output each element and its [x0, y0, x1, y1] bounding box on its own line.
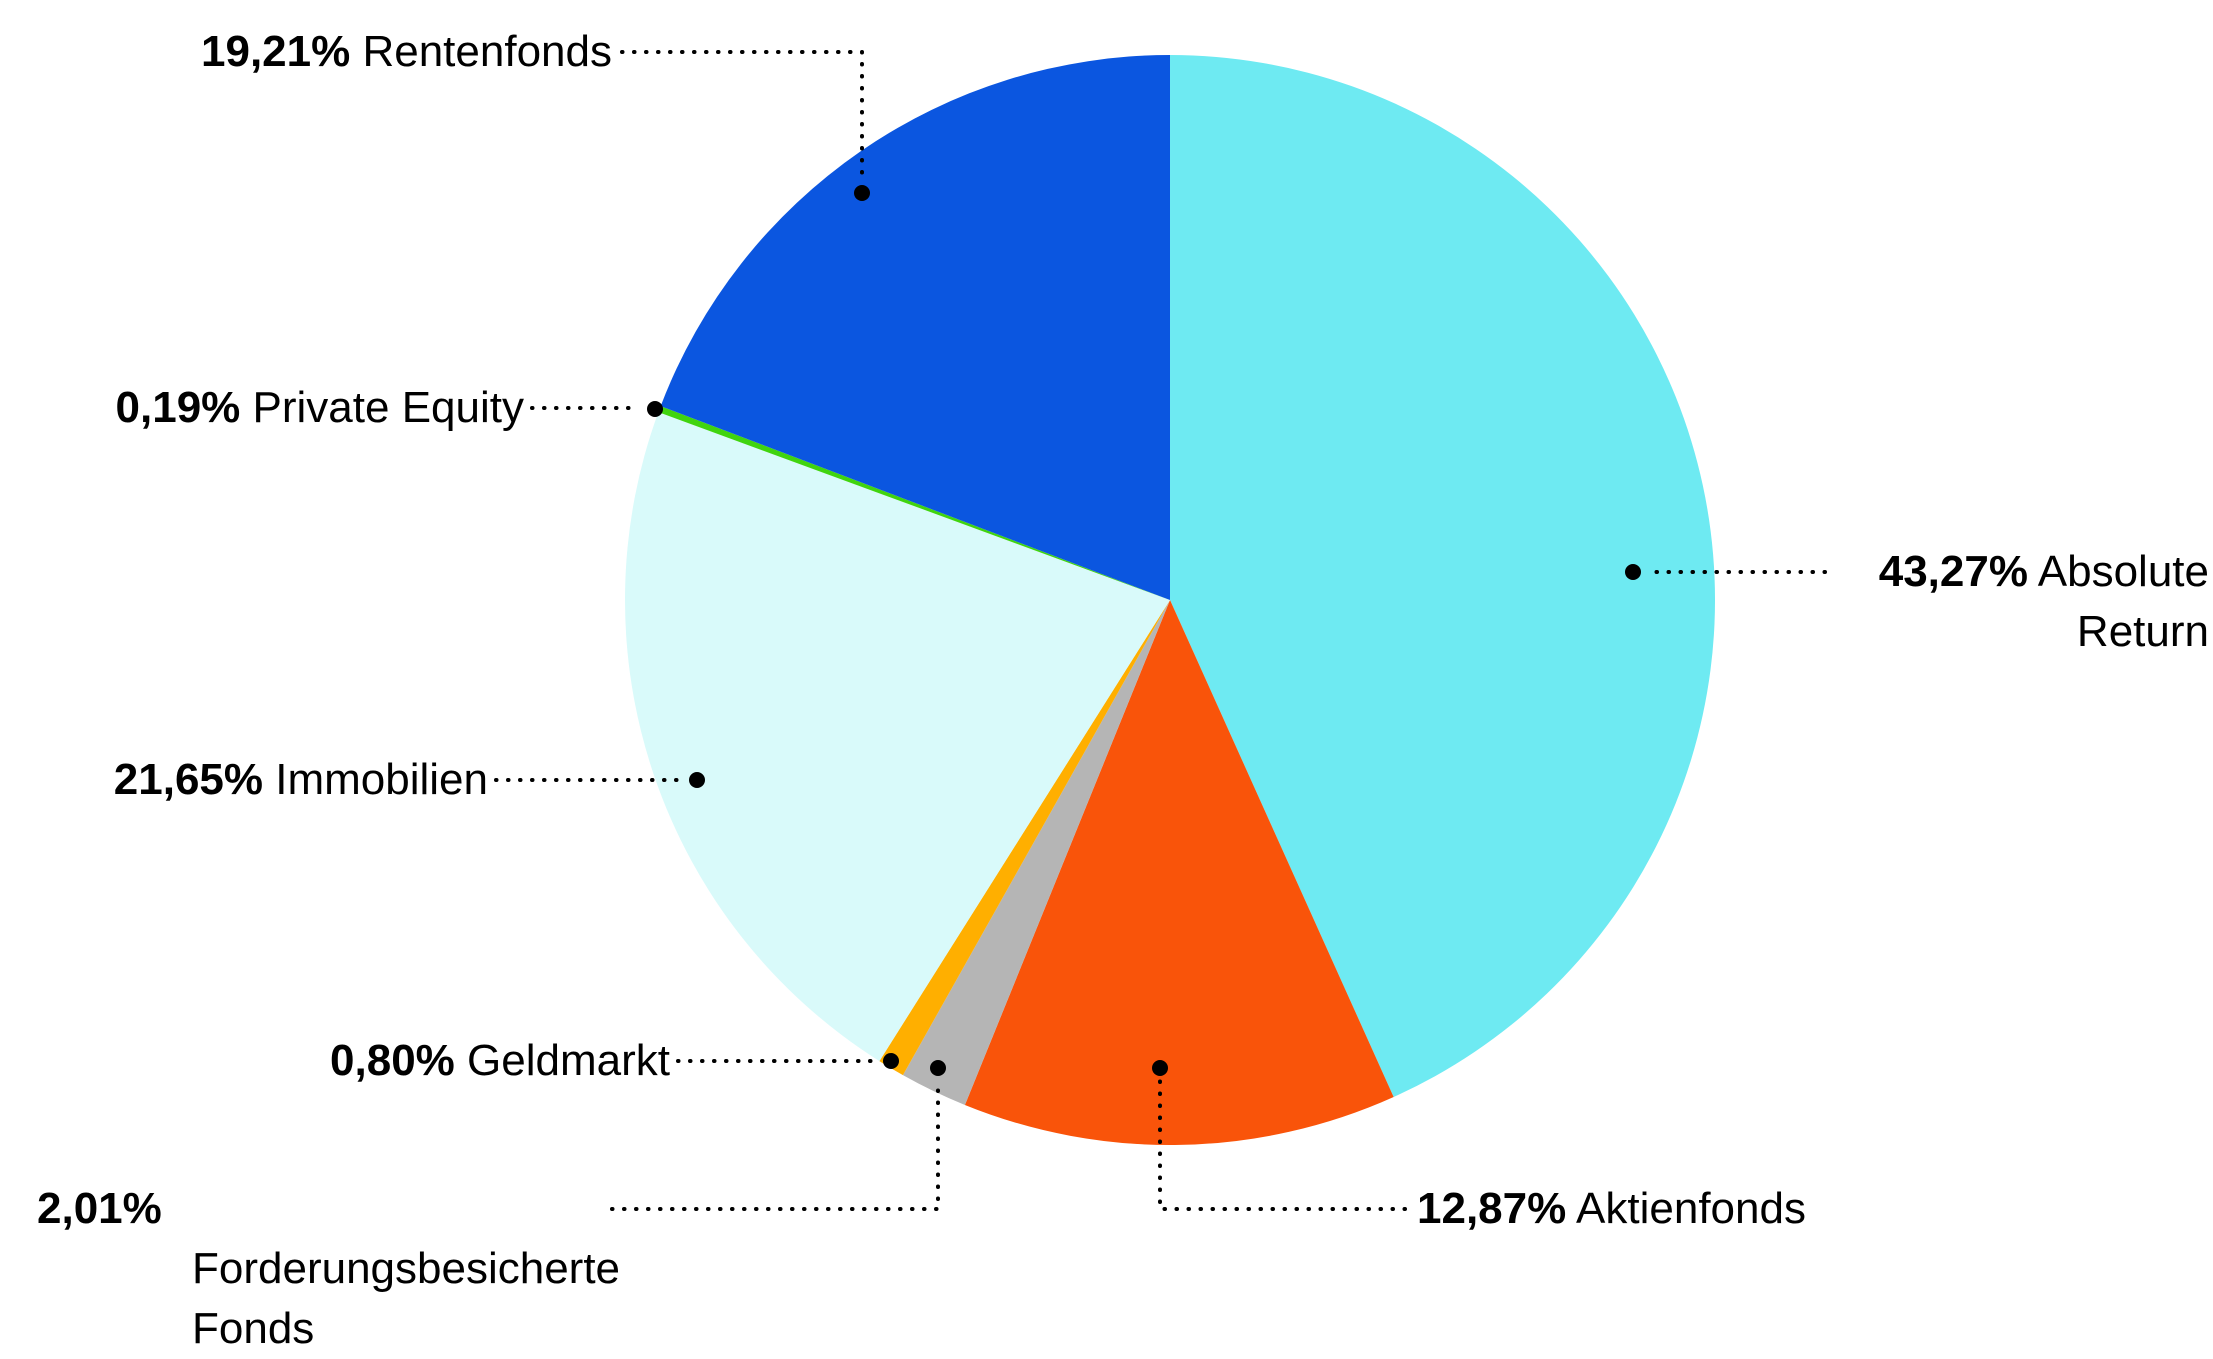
- pie-slices-group: [625, 55, 1716, 1146]
- pie-slice-geldmarkt: [879, 600, 1170, 1076]
- callout-aktienfonds-name: Aktienfonds: [1576, 1184, 1806, 1233]
- pie-slice-forderungsbesicherte-fonds: [902, 600, 1170, 1105]
- callout-immobilien-name: Immobilien: [275, 755, 488, 804]
- callout-rentenfonds: 19,21% Rentenfonds: [201, 22, 612, 82]
- callout-absolute-return: 43,27% Absolute Return: [1829, 542, 2209, 662]
- callout-dot-immobilien: [689, 772, 705, 788]
- callout-dot-aktienfonds: [1152, 1060, 1168, 1076]
- callout-leader-lines: [494, 50, 1827, 1211]
- callout-geldmarkt-percent: 0,80%: [330, 1036, 455, 1085]
- callout-rentenfonds-percent: 19,21%: [201, 27, 351, 76]
- callout-dot-forderungsbesicherte-fonds: [930, 1060, 946, 1076]
- callout-private-equity-percent: 0,19%: [115, 383, 241, 432]
- callout-aktienfonds: 12,87% Aktienfonds: [1417, 1179, 1806, 1239]
- callout-geldmarkt-name: Geldmarkt: [467, 1036, 670, 1085]
- callout-dot-absolute-return: [1625, 564, 1641, 580]
- pie-slice-rentenfonds: [660, 55, 1170, 600]
- callout-geldmarkt: 0,80% Geldmarkt: [330, 1031, 670, 1091]
- pie-slice-immobilien: [625, 412, 1170, 1062]
- leader-forderungsbesicherte-fonds: [610, 1078, 940, 1211]
- leader-rentenfonds: [620, 50, 864, 184]
- pie-slice-aktienfonds: [964, 600, 1394, 1146]
- callout-immobilien: 21,65% Immobilien: [114, 750, 488, 810]
- callout-forderungsbesicherte-fonds-name: Forderungsbesicherte Fonds: [192, 1244, 621, 1353]
- pie-chart-canvas: [494, 50, 1827, 1211]
- callout-absolute-return-name: Absolute Return: [2037, 547, 2209, 656]
- callout-forderungsbesicherte-fonds-percent: 2,01%: [37, 1184, 162, 1233]
- callout-private-equity: 0,19% Private Equity: [116, 378, 524, 438]
- callout-dot-rentenfonds: [854, 185, 870, 201]
- callout-dot-private-equity: [647, 401, 663, 417]
- callout-aktienfonds-percent: 12,87%: [1417, 1184, 1567, 1233]
- callout-dot-geldmarkt: [883, 1053, 899, 1069]
- pie-slice-private-equity: [658, 406, 1170, 600]
- callout-absolute-return-percent: 43,27%: [1878, 547, 2028, 596]
- callout-rentenfonds-name: Rentenfonds: [362, 27, 612, 76]
- pie-chart: 19,21% Rentenfonds 0,19% Private Equity …: [37, 22, 2209, 1353]
- callout-immobilien-percent: 21,65%: [113, 755, 264, 804]
- callout-forderungsbesicherte-fonds: 2,01% Forderungsbesicherte Fonds: [37, 1179, 620, 1359]
- callout-private-equity-name: Private Equity: [252, 383, 524, 432]
- callout-dots: [647, 185, 1641, 1076]
- pie-slice-absolute-return: [1170, 55, 1716, 1097]
